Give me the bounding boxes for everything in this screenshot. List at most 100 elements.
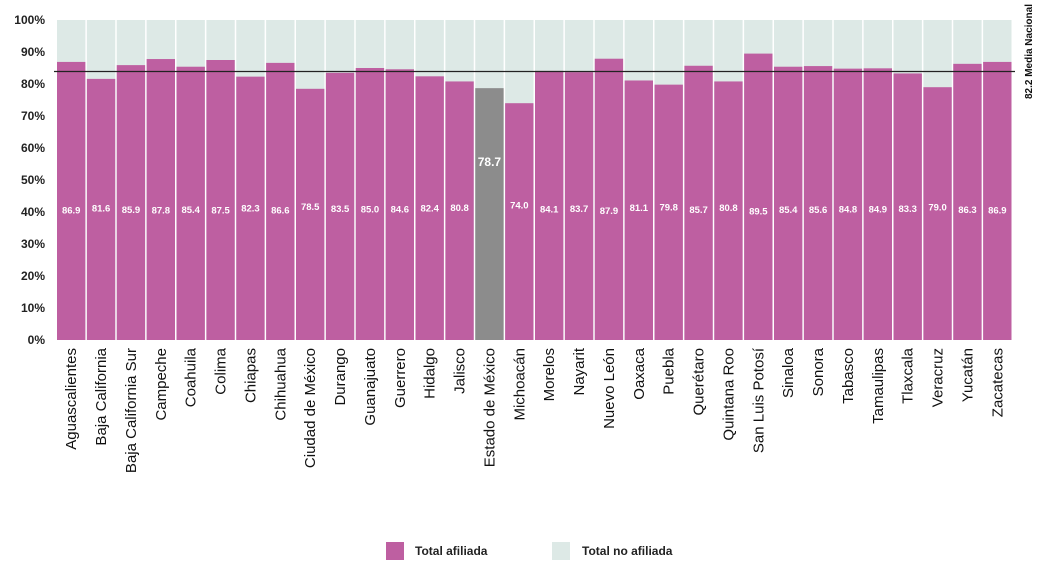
category-label: Coahuila [183,347,200,407]
bar-value-label: 85.0 [361,205,380,216]
bar-afiliada [296,88,325,340]
y-tick-label: 90% [21,45,45,59]
category-label: Hidalgo [422,348,439,399]
category-label: Sinaloa [780,347,797,398]
y-tick-label: 70% [21,109,45,123]
bar-value-label: 84.6 [391,204,410,215]
category-label: Querétaro [691,348,708,416]
bar-afiliada [654,84,683,340]
bar-afiliada [445,81,474,340]
bar-afiliada [684,65,713,340]
bar-value-label: 80.8 [719,203,738,214]
bar-afiliada [953,63,982,341]
category-label: Zacatecas [989,348,1006,417]
y-tick-label: 50% [21,173,45,187]
category-label: Guanajuato [362,348,379,426]
bar-value-label: 81.1 [630,203,649,214]
y-tick-label: 40% [21,205,45,219]
bar-afiliada [594,58,624,340]
category-label: Baja California Sur [123,348,140,473]
category-label: Colima [213,347,230,394]
category-label: Nuevo León [601,348,618,429]
category-label: Veracruz [930,348,947,407]
x-axis: Aguascalientes Baja California Baja Califo… [63,347,1006,473]
category-label: Chiapas [242,348,259,403]
bar-value-label: 85.9 [122,205,141,216]
category-label: Chihuahua [272,347,289,420]
bar-afiliada [116,65,146,341]
category-label: Tamaulipas [870,348,887,424]
bar-afiliada [714,81,743,340]
y-tick-label: 0% [28,333,46,347]
bar-value-label: 87.8 [152,206,171,217]
bar-value-label: 81.6 [92,203,111,214]
bar-afiliada [86,78,116,340]
legend-swatch-no-afiliada [552,542,570,560]
category-label: Durango [332,348,349,406]
legend-label-afiliada: Total afiliada [415,544,488,558]
bar-afiliada [744,53,773,340]
category-label: Guerrero [392,348,409,408]
bar-value-label: 85.4 [181,205,200,216]
category-label: Jalisco [452,348,469,394]
bar-value-label: 84.9 [869,205,888,216]
bar-afiliada [266,62,295,340]
category-label: Estado de México [481,348,498,467]
bar-value-label: 83.3 [898,204,917,215]
legend-label-no-afiliada: Total no afiliada [582,544,673,558]
y-tick-label: 10% [21,301,45,315]
bar-value-label: 87.5 [211,206,230,217]
bar-afiliada [146,59,175,340]
category-label: Nayarit [571,347,588,395]
reference-line-label: 82.2 Media Nacional [1024,4,1035,99]
bar-value-label: 80.8 [450,203,469,214]
bar-afiliada [535,70,564,340]
reference-line-group: 82.2 Media Nacional [54,4,1035,99]
bar-value-label: 83.7 [570,204,589,215]
category-label: San Luis Potosí [750,347,767,453]
bar-afiliada [923,87,952,340]
bar-afiliada [355,68,385,340]
bar-value-label: 84.8 [839,205,858,216]
bar-afiliada [983,61,1012,341]
bar-value-label: 78.5 [301,202,320,213]
category-label: Baja California [93,347,110,445]
bar-value-label: 74.0 [510,200,529,211]
bar-value-label: 82.4 [420,204,439,215]
category-label: Ciudad de México [302,348,319,468]
category-label: Sonora [810,347,827,396]
bar-afiliada [325,72,355,341]
bar-afiliada [176,66,205,340]
bars [57,20,1012,341]
bar-value-label: 78.7 [478,155,502,169]
bar-value-label: 87.9 [600,206,619,217]
bar-afiliada [385,69,414,340]
bar-value-label: 86.3 [958,205,977,216]
bar-afiliada [803,66,833,340]
bar-afiliada [893,73,922,340]
bar-afiliada [475,88,504,340]
y-tick-label: 100% [14,13,45,27]
y-axis: 0% 10% 20% 30% 40% 50% 60% 70% 80% 90% 100% [14,13,45,347]
bar-value-label: 82.3 [241,204,260,215]
bar-afiliada [564,72,594,340]
bar-value-label: 85.7 [689,205,708,216]
y-tick-label: 30% [21,237,45,251]
bar-value-label: 89.5 [749,206,768,217]
bar-afiliada [774,66,803,340]
bar-value-label: 86.9 [62,205,81,216]
y-tick-label: 80% [21,77,45,91]
bar-value-label: 83.5 [331,204,350,215]
category-label: Morelos [541,348,558,401]
bar-value-label: 79.8 [659,203,678,214]
bar-afiliada [57,61,86,341]
category-label: Michoacán [511,348,528,421]
bar-value-label: 79.0 [928,202,947,213]
legend: Total afiliada Total no afiliada [386,542,673,560]
category-label: Puebla [661,347,678,394]
bar-value-label: 85.4 [779,205,798,216]
category-label: Oaxaca [631,347,648,399]
bar-value-label: 86.6 [271,205,290,216]
bar-afiliada [833,68,863,340]
